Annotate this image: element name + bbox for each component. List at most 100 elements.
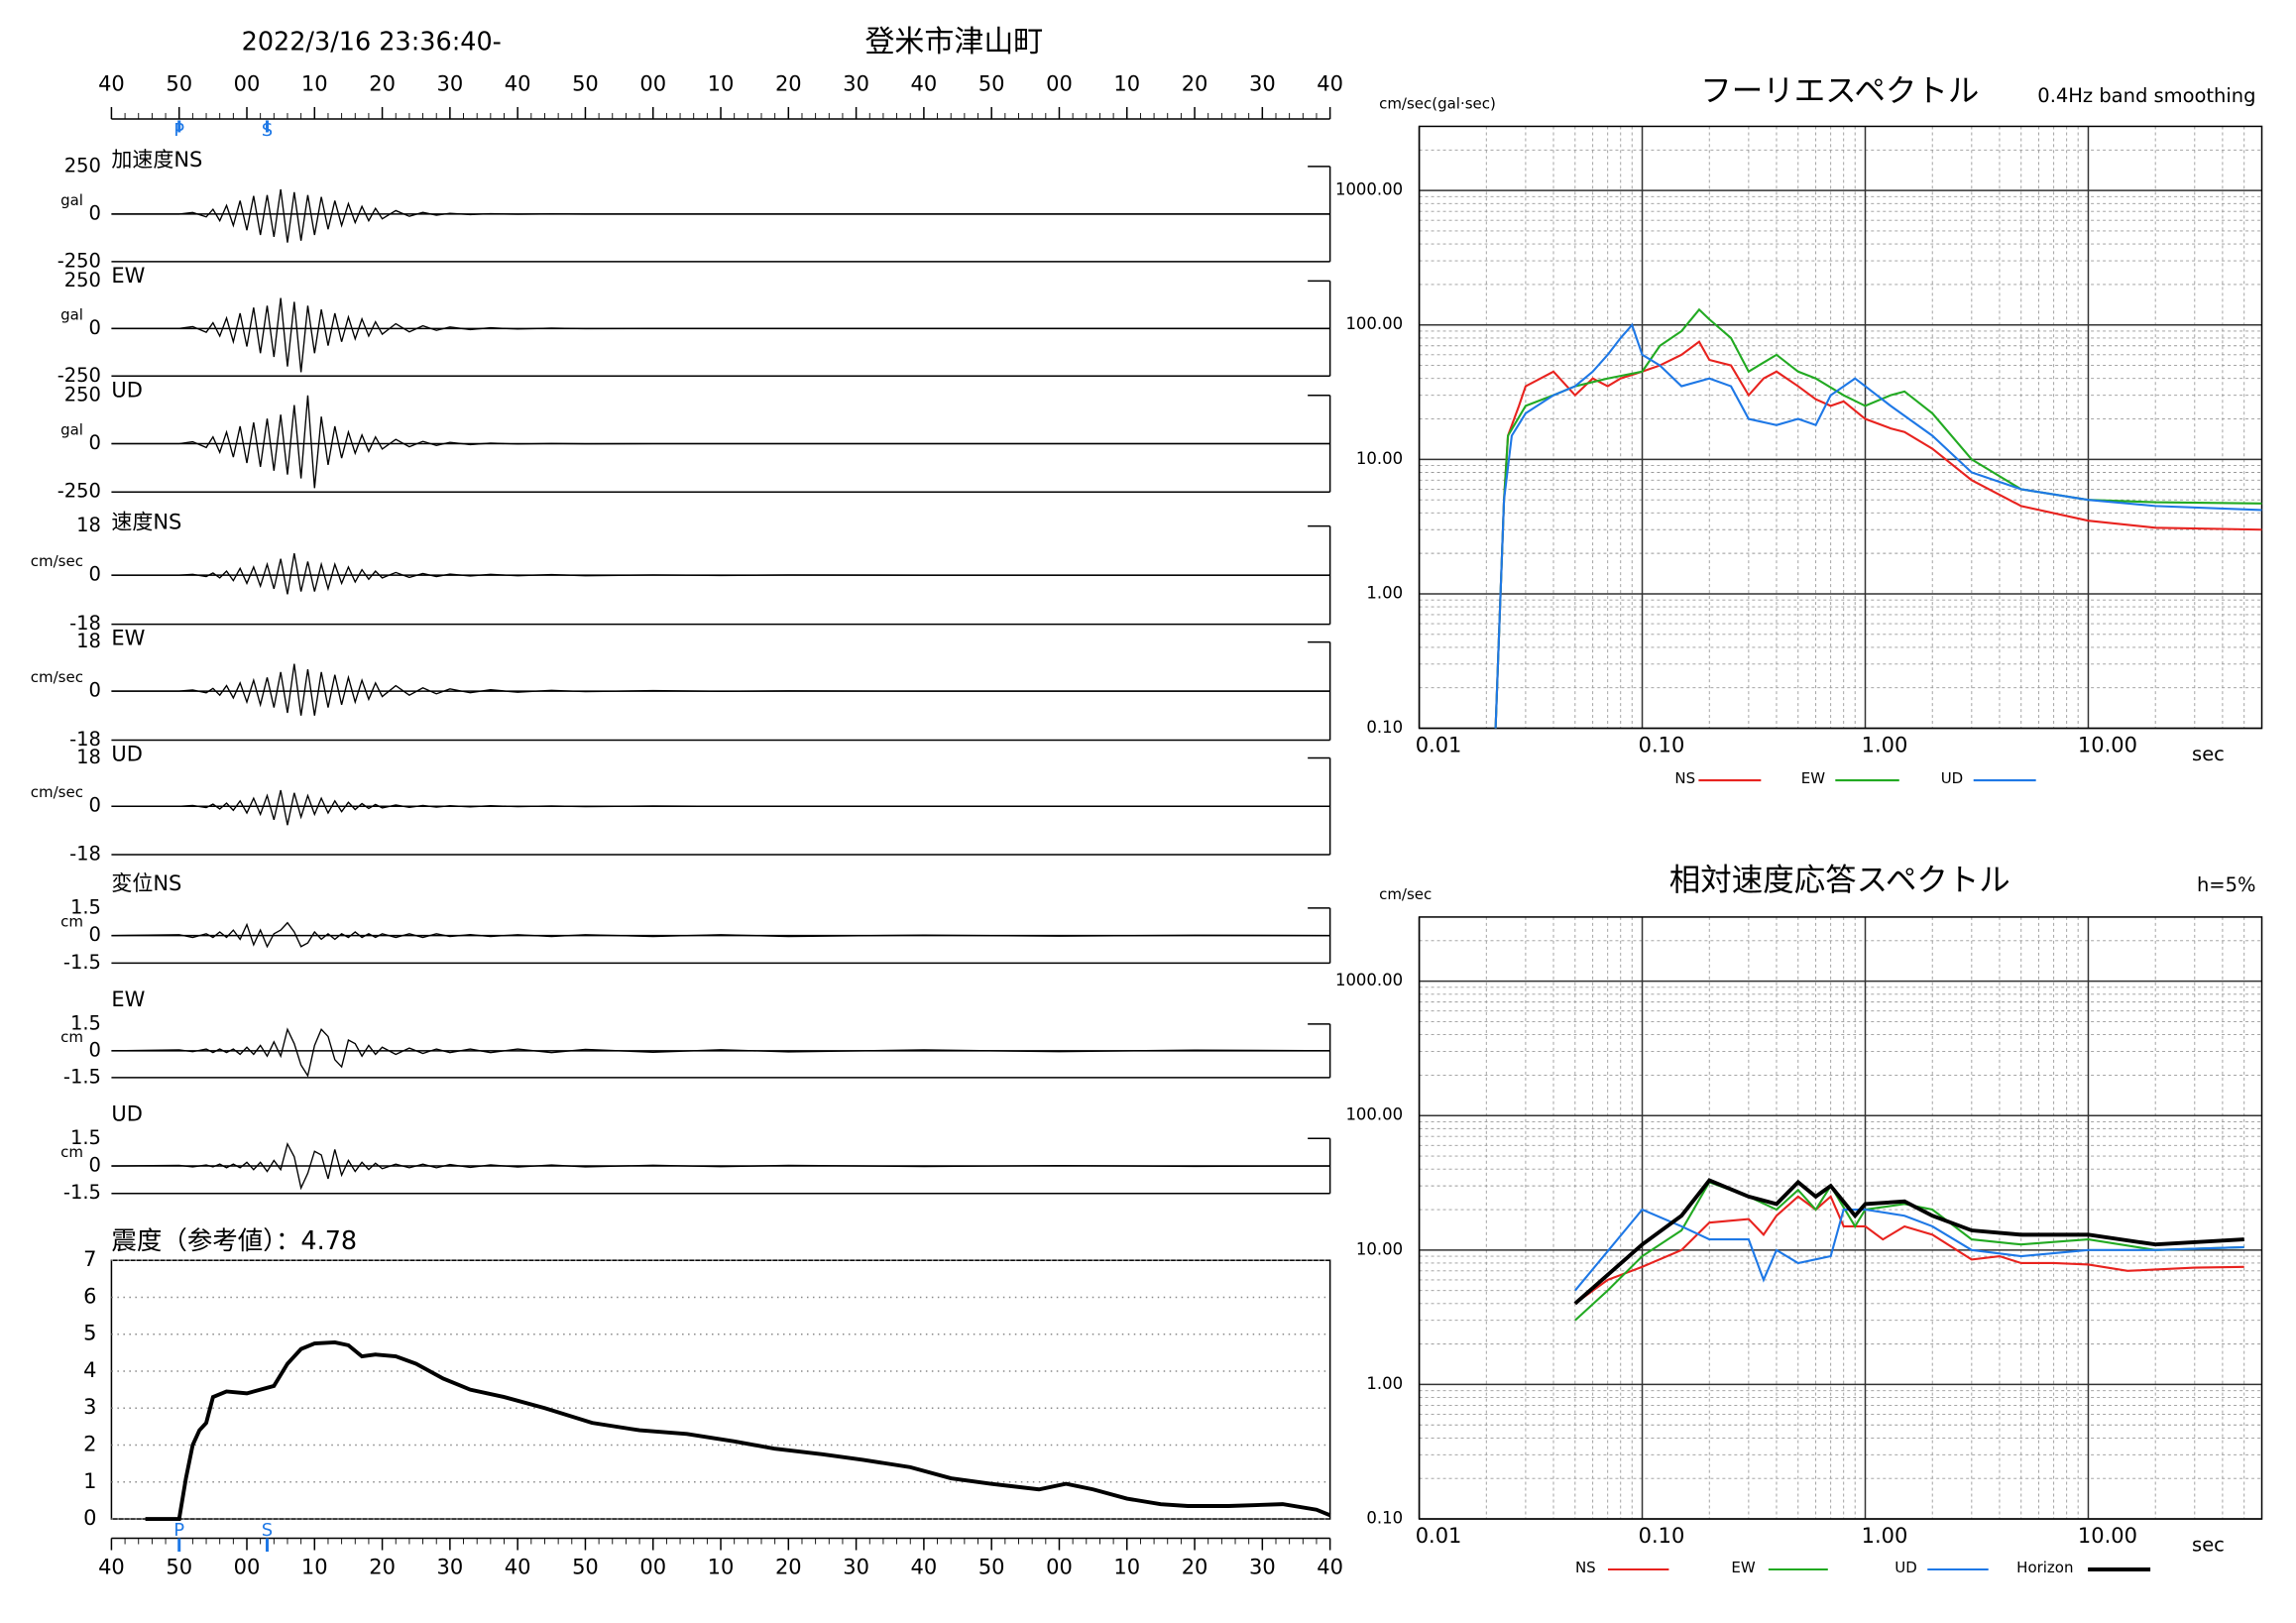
- unit-label: cm: [60, 913, 83, 931]
- y-tick-label: 1000.00: [1335, 180, 1403, 199]
- waveform: [111, 395, 1330, 489]
- waveform: [111, 1027, 1330, 1078]
- y-tick-label: 1.5: [70, 1126, 101, 1149]
- x-tick-label: 40: [1317, 71, 1343, 95]
- x-tick-label: 0.01: [1416, 734, 1462, 757]
- x-tick-label: 00: [639, 1556, 666, 1579]
- unit-label: cm/sec: [31, 668, 83, 686]
- spectrum-line: [1494, 340, 2262, 729]
- y-tick-label: 100.00: [1345, 314, 1403, 333]
- legend-label: NS: [1575, 1559, 1596, 1576]
- x-tick-label: 10: [1113, 71, 1140, 95]
- y-tick-label: -18: [69, 842, 101, 865]
- legend-label: Horizon: [2016, 1559, 2073, 1576]
- x-tick-label: 10: [708, 71, 735, 95]
- spectrum-title: 相対速度応答スペクトル: [1669, 863, 2010, 898]
- x-tick-label: 40: [1317, 1556, 1343, 1579]
- x-tick-label: 20: [1182, 1556, 1208, 1579]
- x-tick-label: 1.00: [1862, 1524, 1908, 1548]
- x-tick-label: 30: [437, 71, 464, 95]
- waveform: [111, 297, 1330, 373]
- plot-frame: [1418, 125, 2263, 730]
- y-tick-label: 1000.00: [1335, 971, 1403, 989]
- y-tick-label: 0.10: [1366, 718, 1403, 737]
- unit-label: cm: [60, 1143, 83, 1161]
- x-tick-label: 50: [572, 71, 599, 95]
- panel-title: 速度NS: [111, 511, 181, 534]
- y-tick-label: 0: [89, 563, 101, 586]
- x-tick-label: 20: [775, 71, 802, 95]
- y-tick-label: 1.00: [1366, 583, 1403, 602]
- spectrum-line: [1574, 1208, 2244, 1292]
- y-axis-unit: cm/sec(gal·sec): [1379, 94, 1496, 112]
- unit-label: cm/sec: [31, 783, 83, 801]
- x-tick-label: 00: [639, 71, 666, 95]
- phase-label: S: [262, 1520, 273, 1541]
- spectrum-title: フーリエスペクトル: [1700, 73, 1979, 109]
- y-tick-label: -250: [57, 249, 101, 272]
- y-tick-label: 0: [89, 679, 101, 702]
- x-tick-label: 50: [166, 71, 192, 95]
- waveform: [111, 921, 1330, 949]
- legend-label: UD: [1894, 1559, 1917, 1576]
- y-tick-label: 18: [76, 746, 101, 768]
- x-tick-label: 10: [301, 71, 328, 95]
- y-tick-label: 7: [83, 1247, 96, 1271]
- spectrum-line: [1573, 1178, 2244, 1306]
- y-tick-label: -1.5: [63, 1065, 101, 1088]
- x-tick-label: 40: [911, 71, 938, 95]
- legend-label: EW: [1801, 769, 1825, 787]
- y-tick-label: -1.5: [63, 1181, 101, 1204]
- unit-label: gal: [60, 191, 83, 209]
- x-tick-label: 30: [1249, 71, 1276, 95]
- y-tick-label: -1.5: [63, 951, 101, 974]
- spectrum-note: 0.4Hz band smoothing: [2037, 84, 2255, 107]
- phase-label: P: [173, 1520, 184, 1541]
- y-tick-label: 250: [64, 383, 101, 406]
- y-tick-label: 0: [89, 1038, 101, 1061]
- x-tick-label: 50: [572, 1556, 599, 1579]
- x-tick-label: 40: [505, 71, 531, 95]
- x-tick-label: 40: [505, 1556, 531, 1579]
- y-tick-label: 0: [89, 316, 101, 339]
- waveform: [111, 1141, 1330, 1191]
- panel-title: EW: [111, 987, 145, 1011]
- y-tick-label: 18: [76, 630, 101, 652]
- panel-title: UD: [111, 378, 143, 402]
- y-tick-label: 1.5: [70, 895, 101, 918]
- x-tick-label: 50: [978, 1556, 1005, 1579]
- y-tick-label: 0: [89, 201, 101, 224]
- x-axis-unit: sec: [2192, 1534, 2225, 1557]
- intensity-line: [145, 1339, 1331, 1521]
- y-tick-label: -18: [69, 612, 101, 635]
- panel-title: EW: [111, 627, 145, 650]
- legend-label: EW: [1731, 1559, 1755, 1576]
- y-tick-label: 5: [83, 1322, 96, 1345]
- unit-label: gal: [60, 305, 83, 323]
- x-tick-label: 10: [708, 1556, 735, 1579]
- x-tick-label: 30: [437, 1556, 464, 1579]
- y-tick-label: 4: [83, 1358, 96, 1382]
- x-tick-label: 00: [1046, 71, 1073, 95]
- x-tick-label: 0.10: [1639, 1524, 1685, 1548]
- x-tick-label: 10.00: [2078, 1524, 2137, 1548]
- x-tick-label: 50: [166, 1556, 192, 1579]
- y-tick-label: 1: [83, 1469, 96, 1493]
- x-tick-label: 20: [369, 71, 396, 95]
- x-tick-label: 00: [234, 71, 261, 95]
- panel-title: 変位NS: [111, 871, 181, 895]
- y-tick-label: 0: [89, 1154, 101, 1177]
- x-tick-label: 30: [1249, 1556, 1276, 1579]
- x-tick-label: 40: [98, 1556, 125, 1579]
- x-tick-label: 50: [978, 71, 1005, 95]
- x-tick-label: 20: [369, 1556, 396, 1579]
- x-tick-label: 00: [1046, 1556, 1073, 1579]
- plot-frame: [110, 1259, 1331, 1520]
- unit-label: cm: [60, 1028, 83, 1046]
- y-tick-label: 100.00: [1345, 1105, 1403, 1124]
- legend-label: NS: [1674, 769, 1695, 787]
- x-tick-label: 10: [301, 1556, 328, 1579]
- x-tick-label: 1.00: [1862, 734, 1908, 757]
- spectrum-line: [1494, 307, 2262, 729]
